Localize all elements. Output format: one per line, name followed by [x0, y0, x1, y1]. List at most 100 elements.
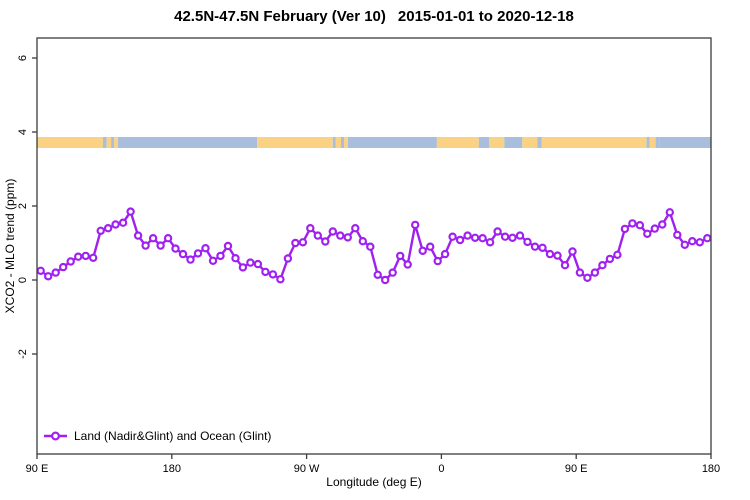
data-point-marker: [186, 255, 195, 264]
y-tick-label: 4: [17, 129, 29, 135]
data-point-marker: [261, 267, 270, 277]
y-axis-title: XCO2 - MLO trend (ppm): [3, 179, 17, 314]
data-point-marker: [635, 220, 645, 230]
data-point-marker: [246, 258, 255, 267]
surface-band-segment-ocean: [537, 137, 542, 148]
data-point-marker: [538, 243, 547, 252]
data-point-marker: [478, 233, 487, 243]
data-point-marker: [351, 223, 360, 233]
data-point-marker: [141, 241, 150, 250]
surface-band-segment-land: [522, 137, 538, 148]
data-point-marker: [156, 241, 165, 250]
data-point-marker: [81, 251, 90, 261]
data-point-marker: [253, 259, 263, 269]
data-point-marker: [298, 238, 308, 247]
data-point-marker: [658, 220, 667, 229]
data-point-marker: [628, 219, 637, 228]
data-point-marker: [44, 272, 53, 281]
data-point-marker: [620, 224, 630, 234]
data-point-marker: [148, 233, 158, 243]
data-point-marker: [553, 251, 562, 260]
data-point-marker: [313, 231, 322, 240]
surface-band-segment-ocean: [646, 137, 650, 148]
x-tick-label: 90 W: [294, 463, 320, 475]
data-series-markers: [36, 207, 712, 285]
x-tick-label: 90 E: [26, 463, 49, 475]
data-point-marker: [366, 242, 375, 251]
surface-band-segment-ocean: [341, 137, 344, 148]
data-point-marker: [73, 252, 83, 261]
data-point-marker: [193, 249, 203, 258]
surface-band-segment-land: [344, 137, 348, 148]
surface-band-segment-land: [114, 137, 118, 148]
plot-border: [36, 37, 712, 455]
data-point-marker: [530, 242, 540, 251]
x-tick-label: 0: [438, 463, 444, 475]
data-point-marker: [703, 233, 712, 243]
surface-band-segment-land: [541, 137, 647, 148]
data-point-marker: [163, 233, 173, 243]
data-point-marker: [388, 268, 397, 277]
x-tick-label: 180: [163, 463, 181, 475]
data-point-marker: [493, 227, 502, 236]
data-point-marker: [448, 232, 457, 241]
data-point-marker: [545, 249, 555, 259]
surface-band-segment-land: [489, 137, 505, 148]
surface-band-segment-land: [335, 137, 341, 148]
legend: Land (Nadir&Glint) and Ocean (Glint): [44, 429, 271, 443]
data-point-marker: [418, 246, 427, 255]
data-point-marker: [276, 275, 285, 284]
data-point-marker: [665, 208, 675, 217]
data-point-marker: [171, 244, 180, 253]
surface-band-segment-ocean: [347, 137, 437, 148]
data-point-marker: [223, 241, 233, 251]
surface-band-segment-land: [436, 137, 479, 148]
data-point-marker: [336, 231, 345, 240]
data-point-marker: [36, 266, 45, 275]
data-point-marker: [126, 207, 135, 216]
data-point-marker: [515, 231, 525, 240]
data-point-marker: [216, 251, 225, 261]
data-point-marker: [321, 237, 330, 246]
chart-title: 42.5N-47.5N February (Ver 10) 2015-01-01 …: [174, 8, 574, 25]
data-point-marker: [283, 254, 293, 263]
x-tick-label: 180: [702, 463, 720, 475]
data-point-marker: [508, 233, 517, 242]
surface-band-segment-land: [649, 137, 656, 148]
y-tick-label: 0: [17, 277, 29, 283]
data-point-marker: [455, 235, 465, 245]
chart-title-region: 42.5N-47.5N February (Ver 10): [174, 8, 386, 25]
data-point-marker: [426, 242, 435, 251]
y-tick-label: -2: [17, 349, 29, 359]
data-point-marker: [568, 247, 577, 256]
data-point-marker: [373, 270, 382, 279]
data-point-marker: [673, 230, 682, 240]
surface-band-segment-ocean: [504, 137, 523, 148]
data-point-marker: [103, 223, 113, 233]
data-point-marker: [688, 236, 697, 246]
data-point-marker: [231, 254, 240, 263]
data-point-marker: [598, 261, 607, 270]
legend-marker-sample: [50, 431, 60, 441]
data-point-marker: [643, 229, 652, 238]
data-point-marker: [306, 223, 315, 233]
data-point-marker: [680, 240, 690, 249]
data-point-marker: [59, 262, 68, 272]
surface-band-segment-ocean: [117, 137, 258, 148]
surface-band-segment-land: [257, 137, 333, 148]
data-point-marker: [328, 227, 337, 236]
data-point-marker: [88, 253, 98, 262]
data-point-marker: [500, 232, 510, 241]
data-point-marker: [583, 273, 592, 282]
data-point-marker: [605, 254, 615, 264]
data-point-marker: [381, 275, 390, 285]
surface-band-segment-land: [37, 137, 103, 148]
data-point-marker: [695, 238, 705, 247]
data-point-marker: [201, 243, 210, 253]
data-point-marker: [238, 263, 248, 272]
y-tick-label: 6: [17, 55, 29, 61]
data-point-marker: [118, 218, 128, 227]
data-point-marker: [523, 237, 532, 247]
